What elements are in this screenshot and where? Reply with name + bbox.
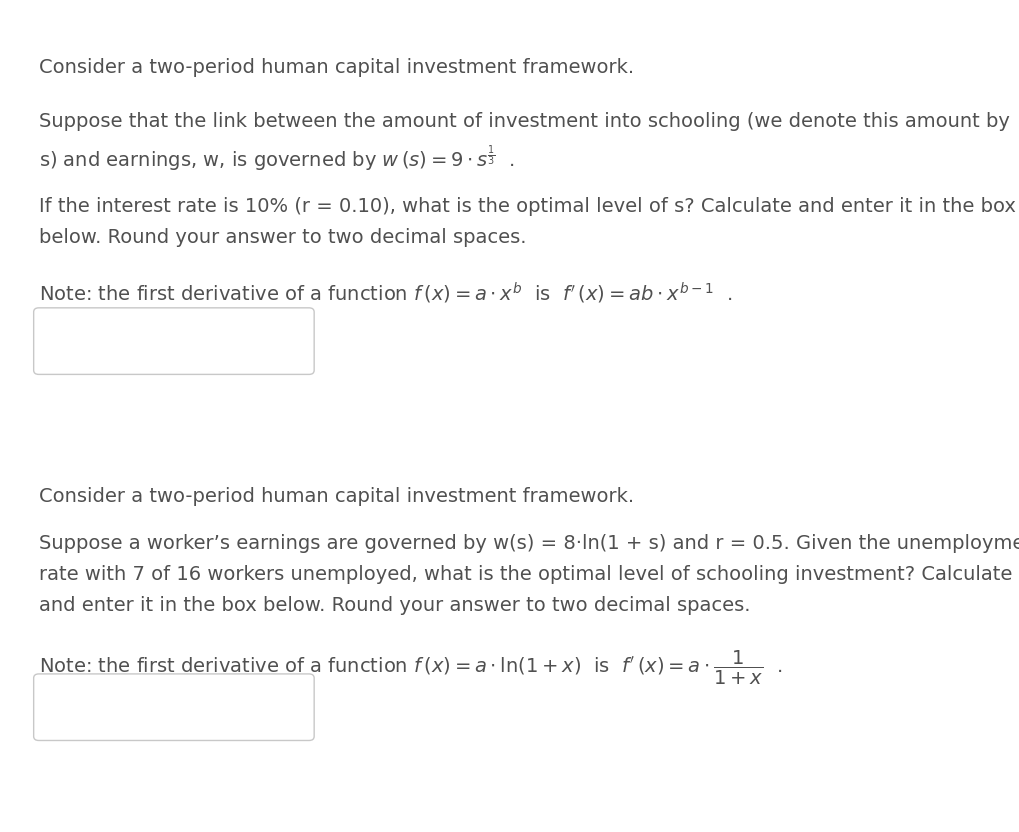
Text: Note: the first derivative of a function $f\,(x) = a \cdot \ln(1 + x)$  is  $f'\: Note: the first derivative of a function… <box>39 649 782 687</box>
Text: s) and earnings, w, is governed by $w\,(s) = 9 \cdot s^{\frac{1}{3}}$  .: s) and earnings, w, is governed by $w\,(… <box>39 143 514 174</box>
FancyBboxPatch shape <box>34 308 314 374</box>
Text: Suppose a worker’s earnings are governed by w(s) = 8·ln(1 + s) and r = 0.5. Give: Suppose a worker’s earnings are governed… <box>39 534 1019 553</box>
Text: and enter it in the box below. Round your answer to two decimal spaces.: and enter it in the box below. Round you… <box>39 596 750 615</box>
FancyBboxPatch shape <box>34 674 314 740</box>
Text: rate with 7 of 16 workers unemployed, what is the optimal level of schooling inv: rate with 7 of 16 workers unemployed, wh… <box>39 565 1011 584</box>
Text: Consider a two-period human capital investment framework.: Consider a two-period human capital inve… <box>39 487 633 506</box>
Text: below. Round your answer to two decimal spaces.: below. Round your answer to two decimal … <box>39 228 526 247</box>
Text: Suppose that the link between the amount of investment into schooling (we denote: Suppose that the link between the amount… <box>39 112 1009 131</box>
Text: Note: the first derivative of a function $f\,(x) = a \cdot x^b$  is  $f'\,(x) = : Note: the first derivative of a function… <box>39 280 732 305</box>
Text: If the interest rate is 10% (r = 0.10), what is the optimal level of s? Calculat: If the interest rate is 10% (r = 0.10), … <box>39 197 1015 216</box>
Text: Consider a two-period human capital investment framework.: Consider a two-period human capital inve… <box>39 58 633 77</box>
